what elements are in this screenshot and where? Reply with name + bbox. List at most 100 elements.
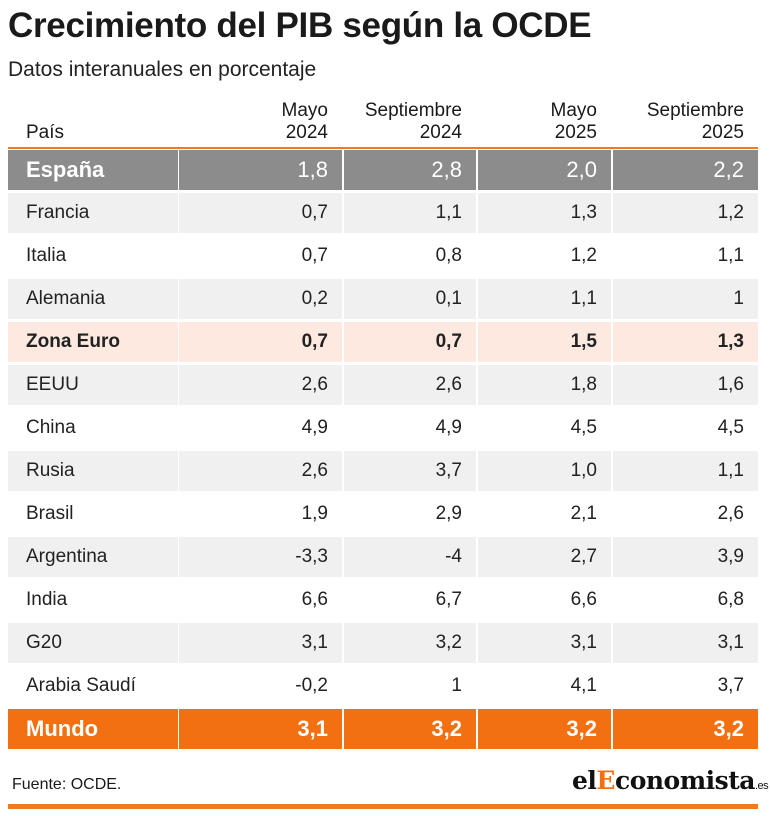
- country-cell: G20: [8, 623, 178, 663]
- value-cell: 1: [451, 675, 462, 696]
- value-cell: 0,7: [179, 193, 342, 233]
- value-cell: 1,3: [613, 322, 758, 362]
- table-row: España 1,8 2,8 2,0 2,2: [8, 150, 758, 193]
- country-cell: Argentina: [8, 537, 178, 577]
- country-cell: Zona Euro: [8, 322, 178, 362]
- value-cell: 3,1: [179, 709, 342, 749]
- table-row: Brasil 1,9 2,9 2,1 2,6: [8, 494, 758, 537]
- value-cell: 4,9: [435, 417, 462, 438]
- value-cell: 4,5: [717, 417, 744, 438]
- table-row: Italia 0,7 0,8 1,2 1,1: [8, 236, 758, 279]
- value-cell: -3,3: [179, 537, 342, 577]
- chart-subtitle: Datos interanuales en porcentaje: [8, 58, 317, 81]
- value-cell: 3,2: [613, 709, 758, 749]
- country-cell: Brasil: [26, 503, 74, 524]
- country-cell: Arabia Saudí: [26, 675, 136, 696]
- value-cell: 3,2: [344, 623, 476, 663]
- value-cell: 2,6: [344, 365, 476, 405]
- value-cell: 2,0: [478, 150, 611, 190]
- table-row: Arabia Saudí -0,2 1 4,1 3,7: [8, 666, 758, 709]
- value-cell: 1,5: [478, 322, 611, 362]
- eleconomista-logo: elEconomista.es: [572, 766, 769, 795]
- data-table: España 1,8 2,8 2,0 2,2 Francia 0,7 1,1 1,3 1,2 Ita…: [8, 150, 758, 752]
- value-cell: 1,8: [179, 150, 342, 190]
- value-cell: 1,1: [478, 279, 611, 319]
- column-header-line: 2025: [701, 122, 744, 143]
- column-header-sep-2025: Septiembre 2025: [613, 96, 744, 144]
- value-cell: 1,6: [613, 365, 758, 405]
- value-cell: 1,1: [613, 451, 758, 491]
- column-header-line: Septiembre: [646, 100, 744, 121]
- value-cell: 2,6: [179, 451, 342, 491]
- country-cell: Rusia: [8, 451, 178, 491]
- value-cell: 4,9: [301, 417, 328, 438]
- value-cell: 1,1: [717, 245, 744, 266]
- value-cell: 1,1: [344, 193, 476, 233]
- value-cell: 2,9: [435, 503, 462, 524]
- country-cell: India: [26, 589, 68, 610]
- country-cell: China: [26, 417, 76, 438]
- value-cell: 3,2: [478, 709, 611, 749]
- value-cell: 1,2: [570, 245, 597, 266]
- value-cell: 4,5: [570, 417, 597, 438]
- country-cell: España: [8, 150, 178, 190]
- source-note: Fuente: OCDE.: [12, 776, 122, 793]
- value-cell: 6,6: [570, 589, 597, 610]
- value-cell: 6,8: [717, 589, 744, 610]
- table-row: Francia 0,7 1,1 1,3 1,2: [8, 193, 758, 236]
- value-cell: 2,6: [717, 503, 744, 524]
- value-cell: -0,2: [295, 675, 328, 696]
- value-cell: 0,1: [344, 279, 476, 319]
- value-cell: 2,7: [478, 537, 611, 577]
- value-cell: 1,3: [478, 193, 611, 233]
- column-header-line: Mayo: [281, 100, 328, 121]
- value-cell: 0,7: [179, 322, 342, 362]
- column-header-country: País: [26, 122, 65, 143]
- value-cell: 0,7: [344, 322, 476, 362]
- value-cell: 3,7: [344, 451, 476, 491]
- value-cell: 0,2: [179, 279, 342, 319]
- value-cell: 4,1: [570, 675, 597, 696]
- value-cell: 1,8: [478, 365, 611, 405]
- value-cell: 3,1: [179, 623, 342, 663]
- value-cell: 2,2: [613, 150, 758, 190]
- header-divider: [8, 147, 758, 149]
- value-cell: 2,1: [570, 503, 597, 524]
- table-row: Alemania 0,2 0,1 1,1 1: [8, 279, 758, 322]
- column-header-line: Mayo: [550, 100, 597, 121]
- table-row: Rusia 2,6 3,7 1,0 1,1: [8, 451, 758, 494]
- value-cell: 6,6: [301, 589, 328, 610]
- value-cell: 2,8: [344, 150, 476, 190]
- column-header-line: Septiembre: [364, 100, 462, 121]
- table-header: País Mayo 2024 Septiembre 2024 Mayo 2025 Se…: [8, 96, 758, 144]
- value-cell: 3,7: [717, 675, 744, 696]
- table-row: EEUU 2,6 2,6 1,8 1,6: [8, 365, 758, 408]
- value-cell: 6,7: [435, 589, 462, 610]
- table-row: Argentina -3,3 -4 2,7 3,9: [8, 537, 758, 580]
- footer-divider: [8, 804, 758, 809]
- column-header-may-2024: Mayo 2024: [179, 96, 328, 144]
- value-cell: 0,8: [435, 245, 462, 266]
- table-row: Mundo 3,1 3,2 3,2 3,2: [8, 709, 758, 752]
- table-row: Zona Euro 0,7 0,7 1,5 1,3: [8, 322, 758, 365]
- table-row: China 4,9 4,9 4,5 4,5: [8, 408, 758, 451]
- value-cell: 1,9: [301, 503, 328, 524]
- column-header-line: 2024: [285, 122, 328, 143]
- column-header-line: 2025: [554, 122, 597, 143]
- country-cell: Italia: [26, 245, 67, 266]
- value-cell: 3,1: [613, 623, 758, 663]
- country-cell: Francia: [8, 193, 178, 233]
- column-header-line: 2024: [419, 122, 462, 143]
- chart-title: Crecimiento del PIB según la OCDE: [8, 6, 592, 45]
- value-cell: 3,1: [478, 623, 611, 663]
- column-header-may-2025: Mayo 2025: [478, 96, 597, 144]
- table-row: G20 3,1 3,2 3,1 3,1: [8, 623, 758, 666]
- column-header-sep-2024: Septiembre 2024: [344, 96, 462, 144]
- value-cell: -4: [344, 537, 476, 577]
- country-cell: EEUU: [8, 365, 178, 405]
- value-cell: 1: [613, 279, 758, 319]
- country-cell: Alemania: [8, 279, 178, 319]
- value-cell: 1,2: [613, 193, 758, 233]
- value-cell: 0,7: [301, 245, 328, 266]
- country-cell: Mundo: [8, 709, 178, 749]
